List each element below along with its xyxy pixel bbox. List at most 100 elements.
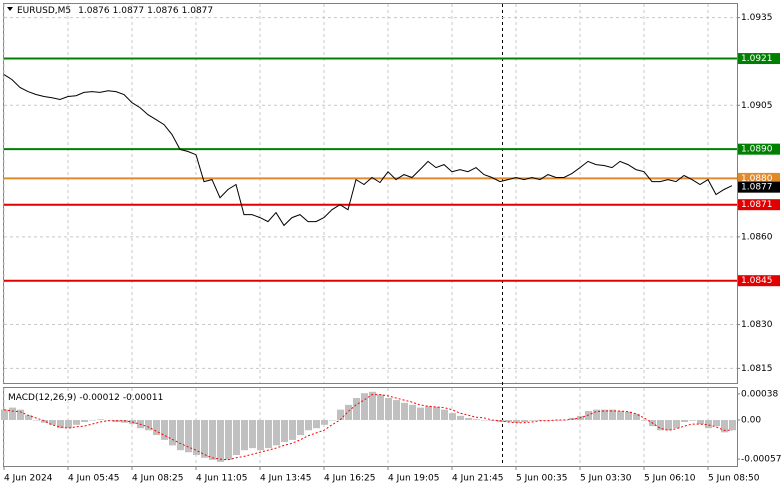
histogram-bar xyxy=(145,419,152,431)
histogram-bar xyxy=(409,404,416,420)
histogram-bar xyxy=(121,419,128,423)
histogram-bar xyxy=(57,419,64,429)
histogram-bar xyxy=(81,419,88,423)
histogram-bar xyxy=(657,419,664,431)
x-tick-label: 4 Jun 05:45 xyxy=(68,474,119,484)
histogram-bar xyxy=(729,419,736,431)
histogram-bar xyxy=(689,419,696,421)
last-price-box xyxy=(738,181,780,193)
ohlc-value: 1.0877 xyxy=(113,6,145,16)
histogram-bar xyxy=(273,419,280,446)
y-tick-label: 0.00 xyxy=(741,415,761,425)
y-tick-label: 1.0830 xyxy=(741,320,773,330)
mark-layer xyxy=(1,57,737,462)
histogram-bar xyxy=(345,404,352,420)
histogram-bar xyxy=(265,419,272,449)
histogram-bar xyxy=(601,409,608,420)
histogram-bar xyxy=(457,415,464,420)
histogram-bar xyxy=(233,419,240,456)
x-tick-label: 4 Jun 13:45 xyxy=(260,474,311,484)
chart-header: EURUSD,M5 1.0876 1.0877 1.0876 1.0877 xyxy=(17,6,213,16)
y-tick-label: 1.0860 xyxy=(741,232,773,242)
histogram-bar xyxy=(193,419,200,456)
symbol: EURUSD,M5 xyxy=(17,6,71,16)
histogram-bar xyxy=(609,409,616,420)
histogram-bar xyxy=(305,419,312,431)
ohlc-value: 1.0877 xyxy=(182,6,214,16)
x-tick-label: 4 Jun 08:25 xyxy=(132,474,183,484)
x-tick-label: 4 Jun 2024 xyxy=(4,474,53,484)
histogram-bar xyxy=(385,397,392,420)
level-label: 1.0871 xyxy=(741,200,773,210)
x-tick-label: 5 Jun 08:50 xyxy=(708,474,760,484)
histogram-bar xyxy=(89,419,96,421)
histogram-bar xyxy=(289,419,296,440)
histogram-bar xyxy=(337,409,344,420)
price-line xyxy=(3,74,733,227)
histogram-bar xyxy=(9,407,16,420)
histogram-bar xyxy=(65,419,72,429)
histogram-bar xyxy=(329,419,336,421)
signal-line xyxy=(3,394,732,461)
x-tick-label: 4 Jun 11:05 xyxy=(196,474,247,484)
histogram-bar xyxy=(353,397,360,420)
histogram-bar xyxy=(401,402,408,420)
histogram-bar xyxy=(169,419,176,446)
level-label-box xyxy=(738,199,780,211)
y-tick-label: 1.0935 xyxy=(741,13,773,23)
histogram-bar xyxy=(161,419,168,440)
histogram-bar xyxy=(465,417,472,420)
indicator-value: -0.00012 xyxy=(79,393,119,403)
histogram-bar xyxy=(25,415,32,420)
level-label: 1.0845 xyxy=(741,276,773,286)
histogram-bar xyxy=(73,419,80,425)
histogram-bar xyxy=(209,419,216,460)
histogram-bar xyxy=(665,419,672,431)
histogram-bar xyxy=(321,419,328,425)
histogram-bar xyxy=(449,413,456,420)
level-label-box xyxy=(738,143,780,155)
histogram-bar xyxy=(281,419,288,442)
histogram-bar xyxy=(225,419,232,460)
x-tick-label: 4 Jun 19:05 xyxy=(388,474,439,484)
histogram-bar xyxy=(641,419,648,421)
symbol-menu-arrow[interactable] xyxy=(7,7,13,11)
histogram-bar xyxy=(529,419,536,421)
y-tick-label: 1.0815 xyxy=(741,364,773,374)
histogram-bar xyxy=(241,419,248,451)
histogram-bar xyxy=(425,406,432,420)
histogram-bar xyxy=(481,419,488,421)
histogram-bar xyxy=(33,419,40,421)
indicator-value: -0.00011 xyxy=(123,393,163,403)
histogram-bar xyxy=(361,393,368,420)
level-label-box xyxy=(738,53,780,65)
label-layer: 1.0935 1.0905 1.0860 1.0830 1.0815 4 Jun 2024… xyxy=(3,6,781,484)
histogram-bar xyxy=(513,419,520,423)
x-tick-label: 5 Jun 03:30 xyxy=(580,474,632,484)
histogram-bar xyxy=(153,419,160,436)
y-tick-label: 1.0905 xyxy=(741,101,773,111)
histogram-bar xyxy=(593,409,600,420)
indicator-header: MACD(12,26,9) -0.00012 -0.00011 xyxy=(8,393,163,403)
histogram-bar xyxy=(713,419,720,427)
histogram-bar xyxy=(217,419,224,462)
histogram-bar xyxy=(625,411,632,420)
y-tick-label: -0.00057 xyxy=(741,455,781,465)
ohlc-value: 1.0876 xyxy=(78,6,110,16)
histogram-bar xyxy=(377,394,384,420)
histogram-bar xyxy=(249,419,256,449)
histogram-bar xyxy=(441,409,448,420)
histogram-bar xyxy=(393,400,400,420)
histogram-bar xyxy=(41,419,48,423)
histogram-bar xyxy=(617,411,624,420)
histogram-bar xyxy=(257,419,264,451)
histogram-bar xyxy=(201,419,208,458)
level-label: 1.0880 xyxy=(741,174,773,184)
x-tick-label: 5 Jun 06:10 xyxy=(644,474,696,484)
histogram-bar xyxy=(297,419,304,436)
main-panel xyxy=(3,3,738,384)
histogram-bar xyxy=(97,419,104,420)
histogram-bar xyxy=(473,419,480,420)
histogram-bar xyxy=(185,419,192,453)
histogram-bar xyxy=(177,419,184,451)
